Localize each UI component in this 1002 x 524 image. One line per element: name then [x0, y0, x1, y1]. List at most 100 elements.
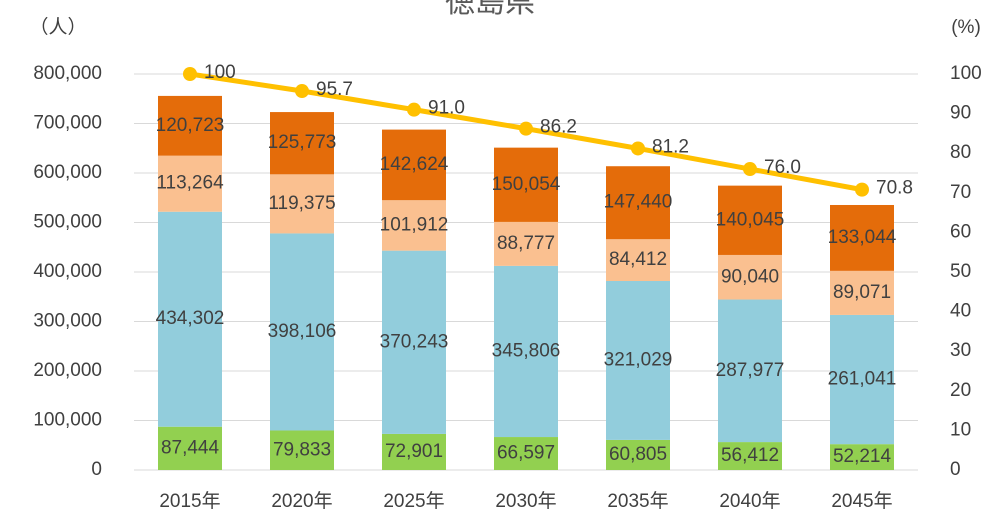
y-axis-label: （人）	[29, 16, 86, 38]
y-tick-label: 100,000	[33, 410, 102, 431]
data-label: 125,773	[268, 132, 337, 153]
bar-segment	[718, 299, 782, 443]
y2-tick-label: 60	[950, 221, 971, 242]
data-label: 66,597	[497, 443, 555, 464]
line-point	[295, 84, 309, 99]
line-point	[407, 102, 421, 117]
data-label: 79,833	[273, 439, 331, 460]
y2-tick-label: 0	[950, 459, 961, 480]
data-label: 147,440	[604, 192, 673, 213]
data-label: 81.2	[652, 136, 689, 157]
data-label: 133,044	[828, 227, 897, 248]
bar-segment	[494, 437, 558, 470]
y-tick-label: 600,000	[33, 162, 102, 183]
bar-segment	[158, 426, 222, 470]
data-label: 86.2	[540, 117, 577, 138]
y2-tick-label: 100	[950, 63, 982, 84]
y-tick-label: 700,000	[33, 113, 102, 134]
y2-tick-label: 20	[950, 380, 971, 401]
y-tick-label: 300,000	[33, 311, 102, 332]
data-label: 321,029	[604, 349, 673, 370]
bar-segment	[158, 95, 222, 156]
y2-tick-label: 70	[950, 182, 971, 203]
bar-segment	[494, 221, 558, 266]
data-label: 119,375	[268, 193, 335, 214]
y2-tick-label: 30	[950, 340, 971, 361]
data-label: 398,106	[268, 321, 337, 342]
data-label: 52,214	[833, 446, 892, 467]
chart-title: 徳島県	[445, 0, 535, 19]
data-label: 90,040	[721, 266, 779, 287]
data-label: 56,412	[721, 445, 779, 466]
data-label: 95.7	[316, 79, 353, 100]
bar-segment	[718, 185, 782, 255]
bar-segment	[830, 270, 894, 315]
y-tick-label: 500,000	[33, 212, 102, 233]
y2-tick-label: 80	[950, 142, 971, 163]
bar-segment	[606, 280, 670, 440]
data-label: 60,805	[609, 444, 667, 465]
line-point	[183, 67, 197, 81]
x-tick-label: 2045年	[831, 490, 892, 512]
bar-segment	[830, 314, 894, 445]
y-tick-label: 400,000	[33, 261, 102, 282]
data-label: 345,806	[492, 340, 561, 361]
data-label: 87,444	[161, 437, 220, 458]
y2-tick-label: 10	[950, 419, 971, 440]
line-point	[631, 141, 645, 156]
bar-segment	[830, 444, 894, 470]
data-label: 434,302	[156, 308, 225, 329]
bar-segment	[718, 442, 782, 470]
data-label: 84,412	[609, 249, 667, 270]
y2-axis-label: (%)	[951, 17, 981, 38]
bar-segment	[606, 166, 670, 240]
x-tick-label: 2025年	[383, 490, 444, 512]
data-label: 100	[204, 62, 236, 83]
bar-segment	[270, 112, 334, 175]
line-point	[855, 182, 869, 197]
bar-segment	[606, 439, 670, 470]
bar-segment	[270, 174, 334, 234]
x-tick-label: 2035年	[607, 490, 668, 512]
bar-segment	[270, 430, 334, 470]
y-tick-label: 800,000	[33, 63, 102, 84]
data-label: 89,071	[833, 282, 891, 303]
bar-segment	[606, 239, 670, 281]
bar-segment	[382, 129, 446, 201]
data-label: 88,777	[497, 233, 555, 254]
y2-tick-label: 40	[950, 301, 971, 322]
data-label: 370,243	[380, 331, 449, 352]
bar-segment	[718, 254, 782, 300]
x-tick-label: 2040年	[719, 490, 780, 512]
y-tick-label: 200,000	[33, 360, 102, 381]
data-label: 101,912	[380, 214, 449, 235]
x-tick-label: 2020年	[271, 490, 332, 512]
data-label: 91.0	[428, 98, 465, 119]
data-label: 142,624	[380, 154, 449, 175]
bar-segment	[158, 211, 222, 427]
data-label: 70.8	[876, 178, 913, 199]
data-label: 140,045	[716, 209, 785, 230]
y2-tick-label: 50	[950, 261, 971, 282]
data-label: 150,054	[492, 174, 561, 195]
data-label: 287,977	[716, 360, 785, 381]
bar-segment	[494, 265, 558, 438]
bar-segment	[382, 433, 446, 470]
data-label: 261,041	[828, 369, 897, 390]
bar-segment	[494, 147, 558, 222]
data-label: 72,901	[385, 441, 443, 462]
bar-segment	[382, 250, 446, 434]
line-point	[743, 162, 757, 177]
bar-segment	[270, 233, 334, 431]
x-tick-label: 2015年	[159, 490, 220, 512]
y-tick-label: 0	[91, 459, 102, 480]
line-point	[519, 121, 533, 136]
y2-tick-label: 90	[950, 103, 971, 124]
data-label: 76.0	[764, 157, 801, 178]
data-label: 120,723	[156, 115, 225, 136]
bar-segment	[830, 204, 894, 271]
bar-segment	[382, 200, 446, 251]
bar-segment	[158, 155, 222, 212]
x-tick-label: 2030年	[495, 490, 556, 512]
